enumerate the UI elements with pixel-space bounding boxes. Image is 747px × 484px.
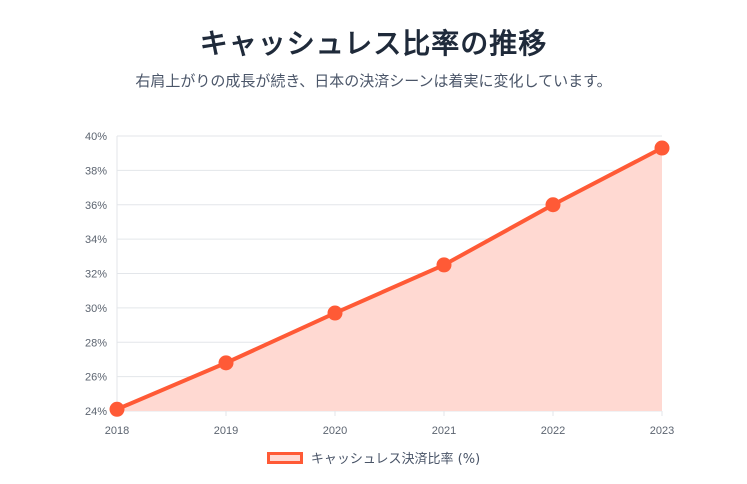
- y-tick-label: 40%: [85, 131, 107, 143]
- y-tick-label: 26%: [85, 372, 107, 384]
- x-tick-label: 2020: [323, 425, 347, 437]
- y-tick-label: 34%: [85, 234, 107, 246]
- y-tick-label: 38%: [85, 165, 107, 177]
- data-point[interactable]: [654, 140, 670, 156]
- y-tick-label: 30%: [85, 303, 107, 315]
- x-axis-ticks: 2018 2019 2020 2021 2022 2023: [105, 425, 674, 437]
- chart-title: キャッシュレス比率の推移: [199, 27, 548, 60]
- series-line: [116, 146, 663, 412]
- legend-swatch: [266, 451, 303, 464]
- data-point[interactable]: [436, 257, 452, 273]
- chart-subtitle: 右肩上がりの成長が続き、日本の決済シーンは着実に変化しています。: [135, 72, 612, 90]
- area-fill: [117, 148, 662, 411]
- x-tick-label: 2021: [432, 425, 456, 437]
- x-tick-label: 2018: [105, 425, 129, 437]
- x-tick-label: 2023: [650, 425, 674, 437]
- area-fill-group: [117, 148, 662, 411]
- data-point[interactable]: [327, 305, 343, 321]
- data-point[interactable]: [109, 401, 125, 417]
- legend[interactable]: キャッシュレス決済比率 (%): [0, 448, 747, 467]
- y-tick-label: 32%: [85, 269, 107, 281]
- y-tick-label: 36%: [85, 200, 107, 212]
- y-tick-label: 24%: [85, 406, 107, 418]
- legend-label: キャッシュレス決済比率 (%): [310, 452, 481, 467]
- x-tick-label: 2022: [541, 425, 565, 437]
- data-point[interactable]: [545, 197, 561, 213]
- data-points: [109, 140, 670, 417]
- series-line-group: [116, 146, 663, 412]
- y-axis-ticks: 24% 26% 28% 30% 32% 34% 36% 38% 40%: [85, 131, 107, 418]
- y-tick-label: 28%: [85, 337, 107, 349]
- data-point[interactable]: [218, 355, 234, 371]
- x-tick-label: 2019: [214, 425, 238, 437]
